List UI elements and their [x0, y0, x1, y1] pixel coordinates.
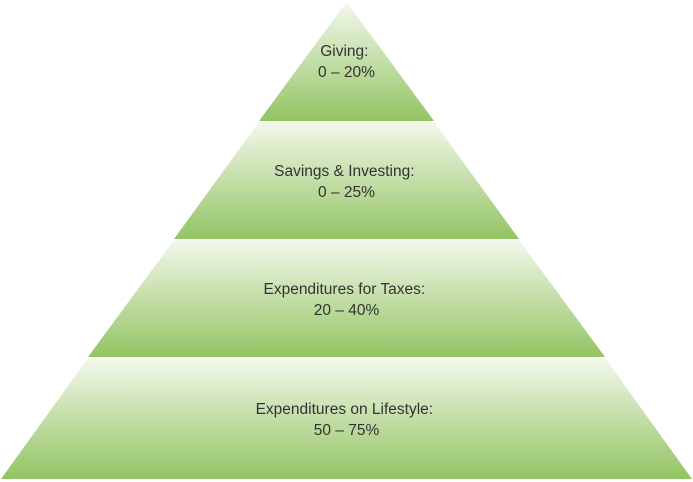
- tier-giving-shape: [259, 2, 434, 121]
- tier-lifestyle: Expenditures on Lifestyle: 50 – 75%: [1, 358, 692, 479]
- svg-text:Expenditures for Taxes:: Expenditures for Taxes: 20 – 40%: [263, 281, 429, 319]
- tier-savings-investing-shape: [174, 122, 519, 239]
- svg-text:Expenditures on Lifestyle:: Expenditures on Lifestyle: 50 – 75%: [256, 401, 438, 439]
- tier-taxes: Expenditures for Taxes: 20 – 40%: [88, 240, 605, 357]
- tier-lifestyle-range: 50 – 75%: [314, 422, 380, 439]
- svg-text:Giving: 0 – 20%: Giving: 0 – 20%: [318, 43, 375, 81]
- tier-taxes-range: 20 – 40%: [314, 302, 380, 319]
- tier-savings-investing-label: Savings & Investing:: [274, 163, 414, 180]
- tier-taxes-label: Expenditures for Taxes:: [263, 281, 425, 298]
- tier-giving-label: Giving:: [320, 43, 368, 60]
- svg-text:Savings & Investing: 0 –: Savings & Investing: 0 – 25%: [274, 163, 419, 201]
- tier-giving: Giving: 0 – 20%: [259, 2, 434, 121]
- tier-savings-investing-range: 0 – 25%: [318, 184, 375, 201]
- tier-savings-investing: Savings & Investing: 0 – 25%: [174, 122, 519, 239]
- tier-giving-range: 0 – 20%: [318, 64, 375, 81]
- tier-lifestyle-label: Expenditures on Lifestyle:: [256, 401, 434, 418]
- tier-lifestyle-shape: [1, 358, 692, 479]
- tier-taxes-shape: [88, 240, 605, 357]
